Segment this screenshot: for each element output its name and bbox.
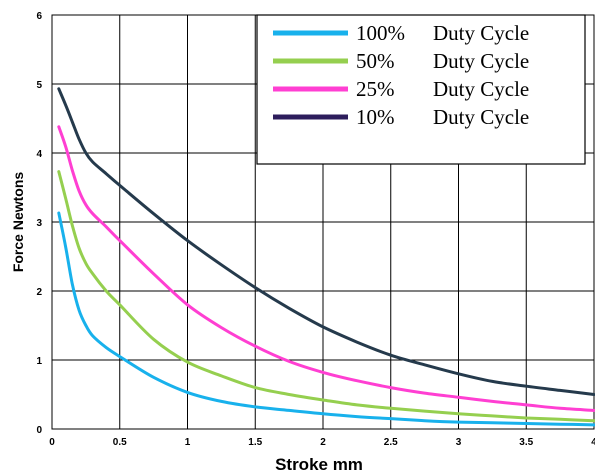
y-tick-label: 3 <box>36 218 42 229</box>
series-line-25pct <box>57 125 595 412</box>
legend-entry-suffix: Duty Cycle <box>433 49 529 73</box>
legend-entry-suffix: Duty Cycle <box>433 105 529 129</box>
legend-entry-name: 10% <box>356 105 395 129</box>
x-tick-label: 2 <box>320 437 326 448</box>
legend-entry-name: 25% <box>356 77 395 101</box>
y-tick-labels: 0 1 2 3 4 5 6 <box>36 11 42 436</box>
x-tick-label: 2.5 <box>384 437 398 448</box>
series-line-50pct <box>57 170 595 423</box>
y-tick-label: 6 <box>36 11 42 22</box>
legend-entry-name: 50% <box>356 49 395 73</box>
x-tick-label: 0.5 <box>113 437 127 448</box>
x-tick-label: 1 <box>185 437 191 448</box>
legend-entry-name: 100% <box>356 21 405 45</box>
y-tick-label: 4 <box>36 149 42 160</box>
y-tick-label: 1 <box>36 356 42 367</box>
legend-entry-suffix: Duty Cycle <box>433 21 529 45</box>
x-tick-labels: 0 0.5 1 1.5 2 2.5 3 3.5 4 <box>49 437 595 448</box>
x-tick-label: 0 <box>49 437 55 448</box>
legend-entry-suffix: Duty Cycle <box>433 77 529 101</box>
y-tick-label: 5 <box>36 80 42 91</box>
x-tick-label: 1.5 <box>248 437 262 448</box>
y-tick-label: 2 <box>36 287 42 298</box>
y-axis-title: Force Newtons <box>10 172 26 273</box>
series-line-10pct <box>57 87 595 396</box>
series-line-100pct <box>57 211 595 427</box>
y-tick-label: 0 <box>36 425 42 436</box>
series-lines <box>57 87 595 427</box>
x-tick-label: 3.5 <box>519 437 533 448</box>
x-tick-label: 3 <box>456 437 462 448</box>
legend: 100% Duty Cycle 50% Duty Cycle 25% Duty Cycle… <box>256 14 586 165</box>
x-axis-title: Stroke mm <box>275 455 363 474</box>
x-tick-label: 4 <box>591 437 595 448</box>
